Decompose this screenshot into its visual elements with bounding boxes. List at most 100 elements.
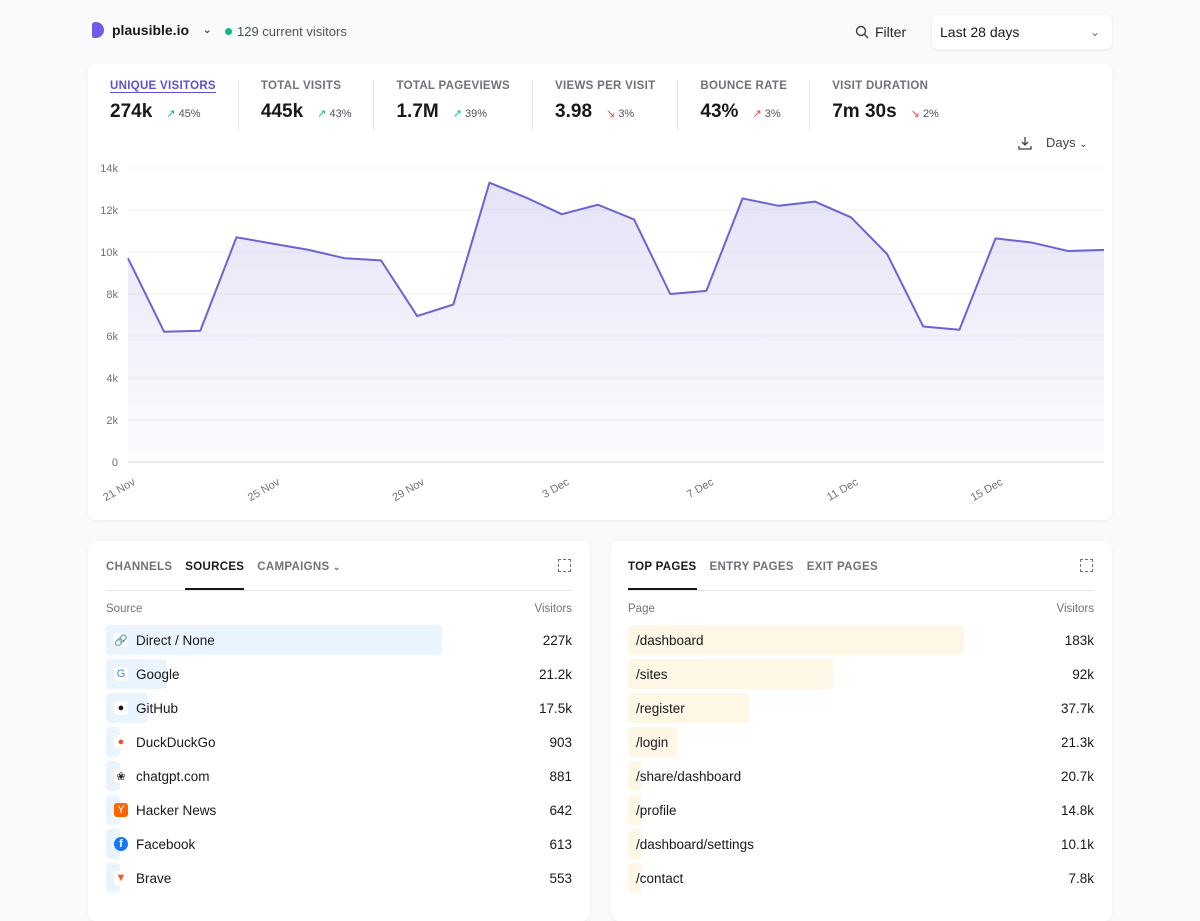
- data-point[interactable]: [592, 199, 604, 211]
- data-point[interactable]: [628, 213, 640, 225]
- list-row[interactable]: /register 37.7k: [628, 693, 1094, 723]
- tab-entry-pages[interactable]: ENTRY PAGES: [710, 561, 794, 590]
- list-row[interactable]: G Google 21.2k: [106, 659, 572, 689]
- list-row[interactable]: /profile 14.8k: [628, 795, 1094, 825]
- metric-total-visits[interactable]: TOTAL VISITS 445k ↗ 43%: [237, 80, 374, 130]
- download-icon[interactable]: [1018, 136, 1032, 150]
- metric-unique-visitors[interactable]: UNIQUE VISITORS 274k ↗ 45%: [110, 80, 238, 130]
- data-point[interactable]: [447, 299, 459, 311]
- data-point[interactable]: [737, 192, 749, 204]
- current-visitors[interactable]: 129 current visitors: [225, 24, 347, 39]
- row-name: Hacker News: [136, 802, 217, 818]
- row-label[interactable]: /dashboard: [628, 633, 704, 648]
- data-point[interactable]: [230, 231, 242, 243]
- hacker-news-icon: Y: [114, 803, 128, 817]
- list-row[interactable]: ● GitHub 17.5k: [106, 693, 572, 723]
- list-row[interactable]: Y Hacker News 642: [106, 795, 572, 825]
- data-point[interactable]: [1062, 245, 1074, 257]
- data-point[interactable]: [1026, 237, 1038, 249]
- filter-button[interactable]: Filter: [855, 24, 906, 40]
- interval-select[interactable]: Days ⌄: [1046, 135, 1088, 150]
- data-point[interactable]: [664, 288, 676, 300]
- metric-bounce-rate[interactable]: BOUNCE RATE 43% ↗ 3%: [677, 80, 809, 130]
- y-tick-label: 2k: [106, 415, 118, 427]
- data-point[interactable]: [556, 208, 568, 220]
- metric-change: ↗ 43%: [317, 107, 351, 120]
- tab-sources[interactable]: SOURCES: [185, 561, 245, 590]
- row-label[interactable]: 🔗 Direct / None: [106, 633, 215, 648]
- list-row[interactable]: /share/dashboard 20.7k: [628, 761, 1094, 791]
- data-point[interactable]: [483, 177, 495, 189]
- metric-visit-duration[interactable]: VISIT DURATION 7m 30s ↘ 2%: [809, 80, 961, 130]
- row-label[interactable]: /contact: [628, 871, 683, 886]
- list-row[interactable]: 🔗 Direct / None 227k: [106, 625, 572, 655]
- data-point[interactable]: [1098, 244, 1110, 256]
- data-point[interactable]: [773, 200, 785, 212]
- data-point[interactable]: [194, 325, 206, 337]
- data-point[interactable]: [520, 191, 532, 203]
- list-row[interactable]: ▼ Brave 553: [106, 863, 572, 893]
- series-line: [127, 181, 1105, 333]
- data-point[interactable]: [917, 321, 929, 333]
- data-point[interactable]: [267, 238, 279, 250]
- list-row[interactable]: /dashboard 183k: [628, 625, 1094, 655]
- metric-change: ↗ 39%: [453, 107, 487, 120]
- data-point[interactable]: [375, 254, 387, 266]
- row-label[interactable]: /login: [628, 735, 668, 750]
- tab-exit-pages[interactable]: EXIT PAGES: [807, 561, 878, 590]
- list-row[interactable]: /dashboard/settings 10.1k: [628, 829, 1094, 859]
- data-point[interactable]: [339, 252, 351, 264]
- row-label[interactable]: Y Hacker News: [106, 803, 216, 818]
- list-row[interactable]: /login 21.3k: [628, 727, 1094, 757]
- data-point[interactable]: [845, 211, 857, 223]
- row-name: /share/dashboard: [636, 768, 742, 784]
- row-label[interactable]: /share/dashboard: [628, 769, 741, 784]
- tab-campaigns[interactable]: CAMPAIGNS ⌄: [257, 561, 340, 590]
- row-label[interactable]: /register: [628, 701, 685, 716]
- metric-value: 274k: [110, 101, 153, 122]
- column-headers: Page Visitors: [628, 603, 1094, 615]
- data-point[interactable]: [809, 196, 821, 208]
- metrics-bar: UNIQUE VISITORS 274k ↗ 45% TOTAL VISITS 4…: [110, 80, 961, 130]
- list-row[interactable]: /sites 92k: [628, 659, 1094, 689]
- list-row[interactable]: f Facebook 613: [106, 829, 572, 859]
- row-bar: [628, 727, 677, 757]
- metric-total-pageviews[interactable]: TOTAL PAGEVIEWS 1.7M ↗ 39%: [373, 80, 532, 130]
- metric-views-per-visit[interactable]: VIEWS PER VISIT 3.98 ↘ 3%: [532, 80, 677, 130]
- row-bar: [106, 727, 120, 757]
- divider: [628, 590, 1094, 591]
- data-point[interactable]: [303, 244, 315, 256]
- tab-channels[interactable]: CHANNELS: [106, 561, 172, 590]
- row-value: 17.5k: [538, 700, 572, 716]
- data-point[interactable]: [953, 324, 965, 336]
- data-point[interactable]: [881, 248, 893, 260]
- site-switcher[interactable]: plausible.io ⌄: [92, 22, 211, 38]
- row-label[interactable]: /dashboard/settings: [628, 837, 754, 852]
- expand-icon[interactable]: [1080, 559, 1093, 572]
- date-range-select[interactable]: Last 28 days ⌄: [932, 15, 1112, 49]
- interval-label: Days: [1046, 135, 1076, 150]
- row-label[interactable]: /sites: [628, 667, 668, 682]
- data-point[interactable]: [700, 285, 712, 297]
- list-row[interactable]: ❀ chatgpt.com 881: [106, 761, 572, 791]
- data-point[interactable]: [122, 252, 134, 264]
- row-label[interactable]: f Facebook: [106, 837, 195, 852]
- metric-value: 7m 30s: [832, 101, 897, 122]
- tab-top-pages[interactable]: TOP PAGES: [628, 561, 697, 590]
- row-label[interactable]: G Google: [106, 667, 180, 682]
- facebook-icon: f: [114, 837, 128, 851]
- tab-label: CAMPAIGNS: [257, 561, 330, 573]
- data-point[interactable]: [158, 326, 170, 338]
- expand-icon[interactable]: [558, 559, 571, 572]
- row-label[interactable]: ● GitHub: [106, 701, 178, 716]
- row-label[interactable]: ▼ Brave: [106, 871, 171, 886]
- list-row[interactable]: /contact 7.8k: [628, 863, 1094, 893]
- list-row[interactable]: ● DuckDuckGo 903: [106, 727, 572, 757]
- row-label[interactable]: ❀ chatgpt.com: [106, 769, 210, 784]
- row-name: /dashboard/settings: [636, 836, 754, 852]
- data-point[interactable]: [990, 232, 1002, 244]
- row-label[interactable]: ● DuckDuckGo: [106, 735, 216, 750]
- data-point[interactable]: [411, 310, 423, 322]
- row-bar: [628, 761, 642, 791]
- row-label[interactable]: /profile: [628, 803, 677, 818]
